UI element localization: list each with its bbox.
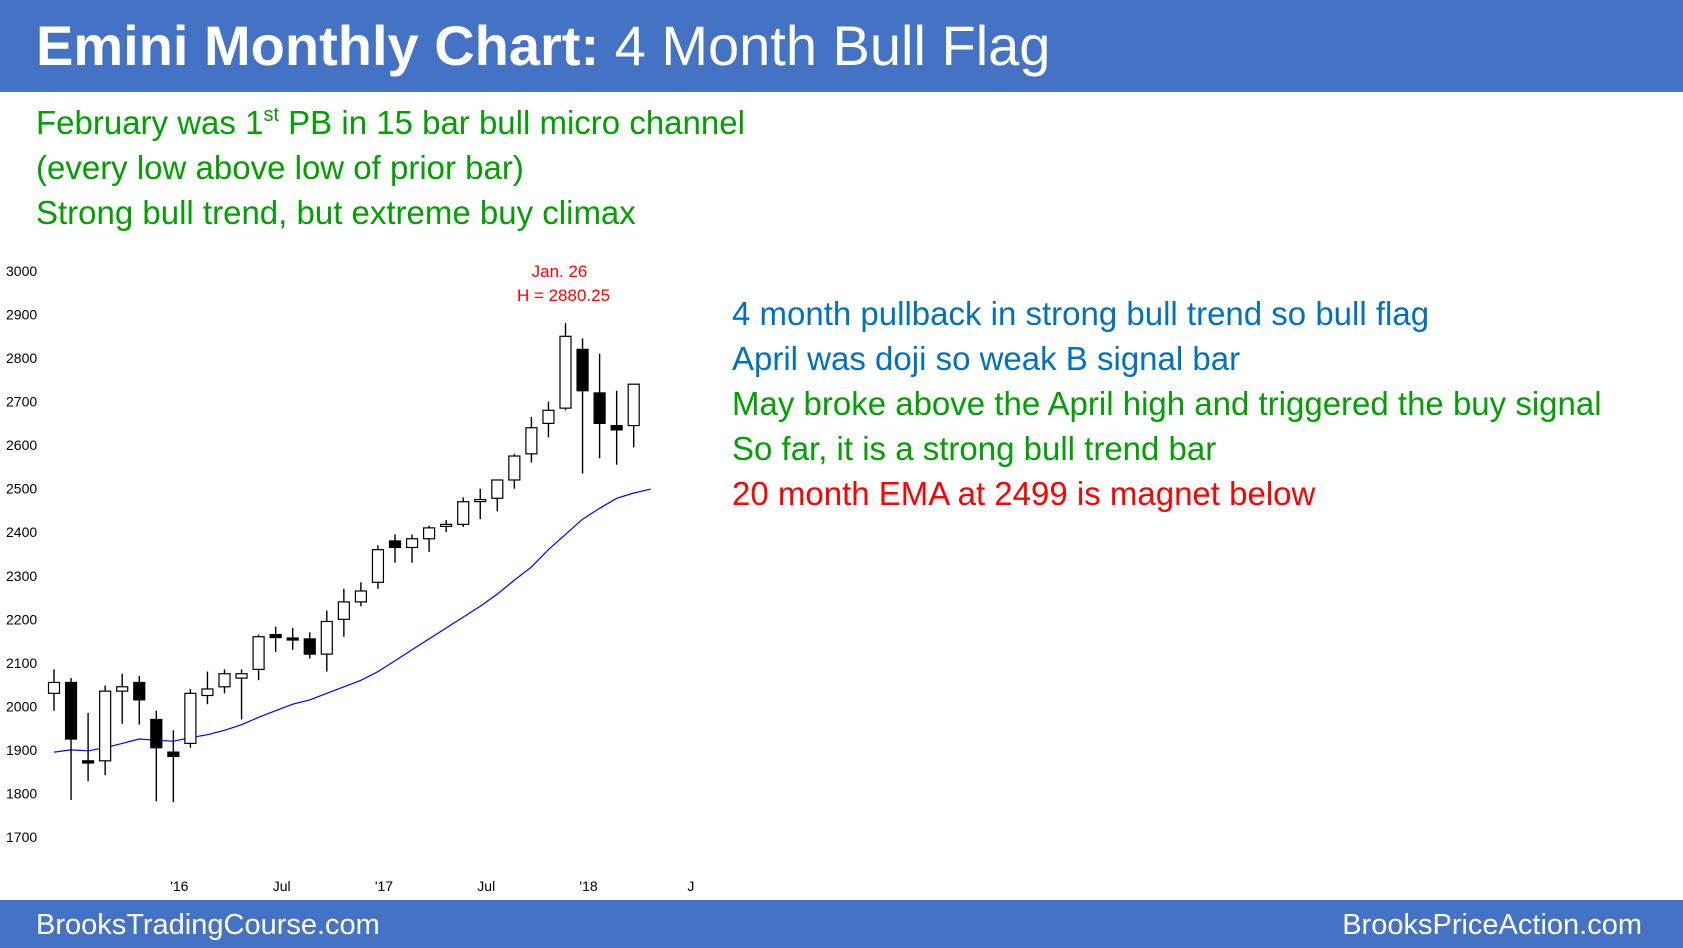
candle-body	[457, 501, 470, 525]
footer-bar	[0, 900, 1683, 948]
right-note-5: 20 month EMA at 2499 is magnet below	[732, 475, 1316, 512]
high-annotation-date: Jan. 26	[532, 262, 588, 281]
candle-body	[64, 681, 78, 740]
x-tick-label: Jul	[273, 878, 291, 894]
candle-body	[423, 527, 436, 540]
candle-body	[218, 673, 231, 688]
x-tick-label: J	[687, 878, 694, 894]
candle-body	[269, 633, 282, 639]
x-tick-label: '17	[375, 878, 393, 894]
y-tick-label: 2800	[6, 350, 37, 366]
y-tick-label: 2300	[6, 568, 37, 584]
candle-body	[371, 549, 385, 583]
right-notes: 4 month pullback in strong bull trend so…	[732, 291, 1602, 516]
right-note-3: May broke above the April high and trigg…	[732, 385, 1602, 422]
candle-body	[286, 637, 299, 641]
candle-body	[167, 751, 180, 758]
y-tick-label: 2000	[6, 698, 37, 714]
price-chart: 1700 1800 1900 2000 2100 2200 2300 2400 2500 2600…	[6, 262, 694, 894]
title-bar	[0, 0, 1683, 92]
footer-left-site: BrooksTradingCourse.com	[36, 909, 380, 941]
high-annotation-value: H = 2880.25	[517, 286, 610, 305]
top-note-superscript: st	[263, 104, 279, 126]
candle-body	[201, 688, 214, 697]
y-tick-label: 2600	[6, 437, 37, 453]
candle-body	[303, 638, 316, 655]
footer-right-site: BrooksPriceAction.com	[1342, 909, 1642, 941]
candle-body	[81, 760, 95, 764]
title-rest-part: 4 Month Bull Flag	[599, 14, 1051, 77]
candle-body	[320, 620, 333, 655]
top-note-line-1-pre: February was 1	[36, 104, 264, 141]
candle-body	[593, 392, 606, 424]
candle-body	[354, 590, 367, 603]
candle-body	[610, 424, 623, 431]
candle-body	[559, 335, 572, 409]
candle-body	[150, 718, 163, 749]
y-tick-label: 2200	[6, 611, 37, 627]
candle-body	[235, 673, 248, 679]
candle-body	[525, 427, 538, 455]
page-title: Emini Monthly Chart: 4 Month Bull Flag	[36, 14, 1050, 78]
top-notes: February was 1st PB in 15 bar bull micro…	[36, 100, 745, 235]
top-note-line-1-post: PB in 15 bar bull micro channel	[279, 104, 745, 141]
candle-body	[627, 383, 640, 427]
candle-body	[184, 692, 197, 744]
candle-body	[116, 686, 129, 692]
y-tick-label: 2500	[6, 481, 37, 497]
right-note-1: 4 month pullback in strong bull trend so…	[732, 295, 1430, 332]
y-tick-label: 1700	[6, 829, 37, 845]
candle-body	[491, 479, 504, 499]
x-tick-label: Jul	[477, 878, 495, 894]
y-tick-label: 3000	[6, 263, 37, 279]
right-note-2: April was doji so weak B signal bar	[732, 340, 1241, 377]
candle-body	[440, 523, 453, 527]
candle-body	[337, 601, 350, 620]
candle-body	[252, 636, 265, 670]
x-tick-label: '16	[170, 878, 188, 894]
candle-body	[388, 540, 402, 549]
right-note-4: So far, it is a strong bull trend bar	[732, 430, 1217, 467]
y-tick-label: 2400	[6, 524, 37, 540]
top-note-line-2: (every low above low of prior bar)	[36, 149, 524, 186]
top-note-line-3: Strong bull trend, but extreme buy clima…	[36, 194, 636, 231]
candle-body	[576, 348, 589, 392]
candle-body	[133, 681, 146, 701]
candle-body	[99, 690, 112, 762]
candle-body	[47, 681, 61, 694]
y-tick-label: 1900	[6, 742, 37, 758]
y-tick-label: 2100	[6, 655, 37, 671]
x-tick-label: '18	[579, 878, 597, 894]
candle-body	[405, 538, 419, 549]
title-bold-part: Emini Monthly Chart:	[36, 14, 600, 77]
ema-20-line	[53, 488, 651, 753]
candle-body	[508, 455, 521, 481]
y-tick-label: 2900	[6, 307, 37, 323]
top-note-line-1: February was 1st PB in 15 bar bull micro…	[36, 100, 745, 145]
candle-body	[542, 409, 555, 424]
y-tick-label: 1800	[6, 785, 37, 801]
candle-body	[474, 498, 487, 503]
y-tick-label: 2700	[6, 394, 37, 410]
